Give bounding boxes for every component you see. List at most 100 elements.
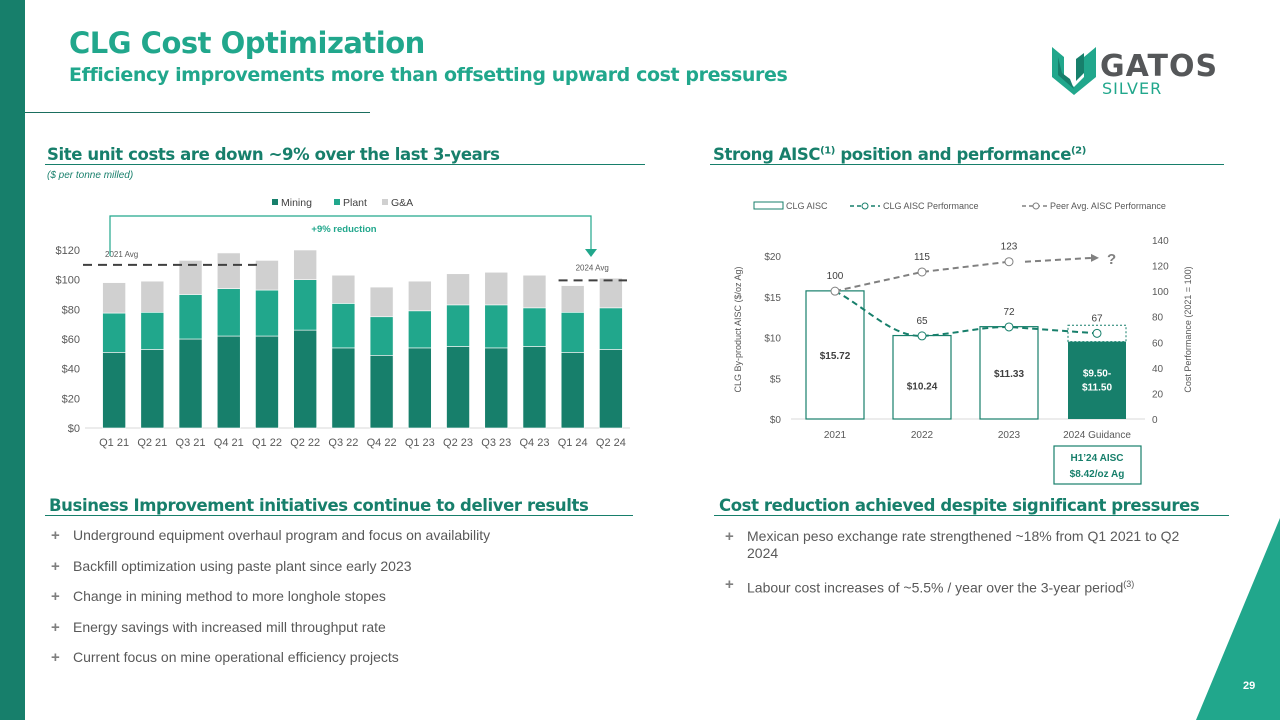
bar-segment-plant [560,312,585,353]
avg-2021-label: 2021 Avg [105,250,138,259]
x-tick-label: Q4 21 [214,437,244,449]
x-tick-label: Q4 22 [367,437,397,449]
y-axis-title: CLG By-product AISC ($/oz Ag) [733,266,743,392]
bar-segment-ga [331,274,356,304]
list-item: + Change in mining method to more longhol… [47,588,490,605]
plus-bullet-icon: + [51,649,60,666]
y-tick-label: $15 [764,293,781,304]
aisc-title-part1: Strong AISC [713,145,821,164]
bar-segment-ga [369,286,394,318]
list-item: + Backfill optimization using paste plant… [47,558,490,575]
logo-wordmark: GATOS [1100,49,1219,84]
y-tick-label: $5 [770,374,782,385]
section-title-pressures: Cost reduction achieved despite signific… [719,496,1200,515]
bar-segment-ga [560,285,585,313]
peer-performance-label: 123 [1001,242,1018,253]
bar-segment-plant [255,289,279,337]
bar-segment-mining [446,346,470,429]
bar-segment-mining [522,346,547,429]
x-tick-label: 2022 [911,430,934,441]
page-number: 29 [1243,680,1256,692]
list-item: + Current focus on mine operational effic… [47,649,490,666]
x-tick-label: 2024 Guidance [1063,430,1131,441]
aisc-bar [892,334,952,420]
cost-pressures-list: + Mexican peso exchange rate strengthened… [721,528,1221,611]
footnote-ref: (2) [1070,145,1086,157]
y-tick-label: $20 [62,393,80,405]
bar-segment-ga [140,280,165,313]
legend-label: CLG AISC Performance [883,201,979,211]
x-tick-label: Q2 21 [137,437,167,449]
x-tick-label: Q1 23 [405,437,435,449]
bar-segment-ga [255,260,279,291]
legend-label: Plant [343,197,367,209]
y-tick-label: $100 [56,275,80,287]
shield-cat-logo-icon [1052,47,1096,95]
y2-tick-label: 40 [1152,364,1164,375]
y-tick-label: $0 [770,415,782,426]
plus-bullet-icon: + [725,576,734,593]
y-tick-label: $60 [62,334,80,346]
list-item: + Underground equipment overhaul program … [47,527,490,544]
y-tick-label: $0 [68,423,80,435]
bar-segment-mining [408,347,432,429]
bar-segment-ga [484,271,509,306]
x-tick-label: Q1 24 [558,437,588,449]
clg-performance-label: 65 [916,316,928,327]
bar-segment-plant [140,312,165,350]
y2-tick-label: 0 [1152,415,1158,426]
peer-performance-marker [917,267,927,277]
site-unit-costs-chart: Mining Plant G&A $0 $20 $40 $60 $80 $100 $120 Q1 2… [56,197,630,449]
y2-axis-title: Cost Performance (2021 = 100) [1183,266,1193,392]
bar-segment-ga [293,249,317,280]
legend-label: Peer Avg. AISC Performance [1050,201,1166,211]
bar-segment-plant [369,316,394,356]
x-tick-label: Q1 22 [252,437,282,449]
projection-arrow-icon [1091,253,1099,262]
left-accent-bar [0,0,25,720]
section-title-aisc: Strong AISC(1) position and performance(… [713,145,1086,164]
section-divider [45,515,633,516]
bar-segment-plant [102,312,126,353]
bar-segment-mining [178,338,203,429]
section-divider [714,515,1229,516]
peer-projection-line [1024,256,1093,263]
x-tick-label: Q3 22 [328,437,358,449]
x-tick-label: Q2 23 [443,437,473,449]
page-subtitle: Efficiency improvements more than offset… [69,64,788,86]
y2-tick-label: 60 [1152,338,1164,349]
list-item-text: Underground equipment overhaul program a… [73,527,491,543]
plus-bullet-icon: + [51,618,60,636]
bar-segment-plant [484,304,509,349]
y-tick-label: $80 [62,304,80,316]
bar-segment-ga [216,252,241,289]
clg-performance-marker [917,331,927,341]
list-item-text: Energy savings with increased mill throu… [73,618,386,635]
list-item-text: Backfill optimization using paste plant … [73,557,412,574]
footnote-ref: (3) [1123,579,1135,589]
business-initiatives-list: + Underground equipment overhaul program … [47,527,490,680]
bar-segment-plant [599,307,623,350]
list-item-text: Current focus on mine operational effici… [73,649,399,665]
legend-swatch-clg-aisc [753,201,784,210]
bar-segment-mining [255,335,279,429]
legend-swatch [334,199,340,205]
y-tick-label: $20 [764,252,781,263]
bar-segment-ga [522,274,547,309]
aisc-chart: CLG AISC CLG AISC Performance Peer Avg. AI… [733,201,1193,485]
bar-segment-mining [369,355,394,429]
y-tick-label: $120 [56,245,80,257]
page-title: CLG Cost Optimization [69,26,425,60]
bar-segment-plant [446,304,470,347]
h1-aisc-callout-box [1053,445,1142,485]
reduction-bracket [109,215,592,256]
bar-segment-mining [140,349,165,429]
aisc-bar-label: $11.33 [994,369,1024,380]
bar-segment-ga [178,260,203,295]
section-divider [710,164,1224,165]
aisc-title-part2: position and performance [834,145,1071,164]
bar-segment-plant [216,288,241,337]
aisc-bar-label: $10.24 [907,381,938,392]
section-title-business: Business Improvement initiatives continu… [49,496,589,515]
company-logo: GATOS SILVER [1050,43,1230,99]
